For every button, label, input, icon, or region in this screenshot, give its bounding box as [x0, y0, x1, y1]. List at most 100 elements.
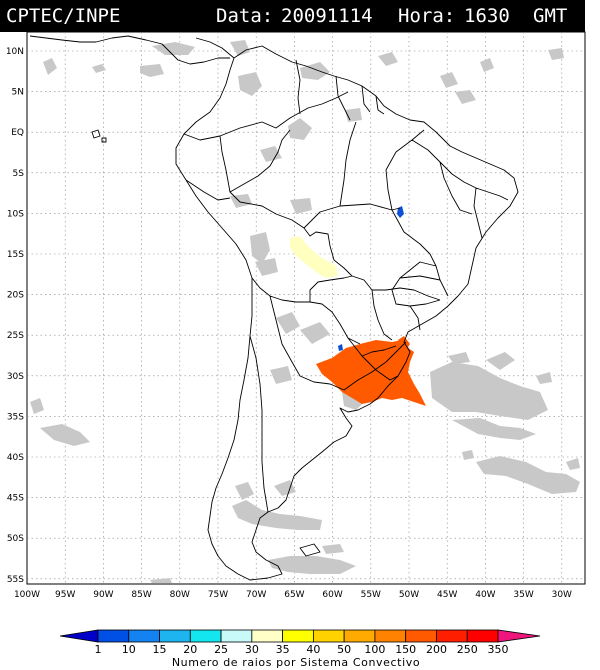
longitude-tick-label: 85W	[131, 590, 151, 600]
cloud-patch	[276, 312, 300, 334]
colorbar-tick-label: 100	[364, 643, 385, 656]
latitude-tick-label: 25S	[7, 331, 24, 341]
colorbar-cell	[466, 629, 499, 643]
latitude-tick-label: 10N	[6, 47, 24, 57]
lightning-map: 10N5NEQ5S10S15S20S25S30S35S40S45S50S55S …	[6, 31, 586, 600]
longitude-tick-label: 60W	[322, 590, 342, 600]
longitude-tick-label: 40W	[475, 590, 495, 600]
colorbar-tick-label: 250	[457, 643, 478, 656]
cloud-patch	[440, 72, 458, 88]
cloud-patch	[300, 322, 330, 344]
agency-label: CPTEC/INPE	[6, 5, 121, 27]
colorbar-cells	[59, 629, 541, 643]
colorbar-cell	[436, 629, 468, 643]
colorbar-tick-label: 150	[395, 643, 416, 656]
hour-value: 1630	[464, 5, 510, 27]
colorbar-cell	[405, 629, 437, 643]
cloud-patch	[430, 362, 548, 420]
colorbar-cell	[251, 629, 284, 643]
colorbar-cell	[159, 629, 191, 643]
cloud-patch	[455, 90, 476, 104]
colorbar-cell	[220, 629, 253, 643]
longitude-tick-label: 70W	[246, 590, 266, 600]
coastline-south-america	[175, 45, 519, 581]
latitude-tick-label: EQ	[11, 128, 24, 138]
latitude-tick-label: 50S	[7, 534, 24, 544]
cloud-patch	[270, 366, 292, 384]
colorbar-cell	[128, 629, 160, 643]
latitude-tick-label: 5S	[13, 169, 25, 179]
cloud-patch	[232, 500, 322, 530]
latitude-labels: 10N 5N EQ 5S 10S 15S 20S 25S 30S 35S 40S 45S 50S 55S	[6, 47, 24, 585]
cloud-patch	[548, 48, 564, 60]
hour-label: Hora:	[398, 5, 456, 27]
latitude-tick-label: 5N	[12, 88, 24, 98]
boundaries-layer	[29, 35, 519, 581]
colorbar-cell	[97, 629, 130, 643]
latitude-tick-label: 30S	[7, 372, 24, 382]
map-header: CPTEC/INPE Data: 20091114 Hora: 1630 GMT	[0, 0, 585, 32]
colorbar-tick-label: 25	[214, 643, 228, 656]
cloud-patch	[250, 232, 270, 264]
cloud-patch	[322, 544, 344, 554]
cloud-patch	[235, 482, 254, 500]
colorbar-cell	[282, 629, 314, 643]
cloud-patch	[290, 198, 312, 214]
galapagos-islands	[91, 129, 107, 143]
colorbar-arrow-high	[497, 629, 541, 643]
latitude-tick-label: 10S	[7, 209, 24, 219]
cloud-patch	[448, 352, 470, 364]
falkland-islands	[299, 543, 321, 557]
date-label: Data:	[216, 5, 274, 27]
colorbar-tick-label: 40	[306, 643, 320, 656]
colorbar-cell	[343, 629, 376, 643]
colorbar-tick-label: 10	[122, 643, 136, 656]
coastline-caribbean	[195, 37, 235, 59]
storm-system-blue	[397, 206, 404, 218]
cloud-patch	[92, 64, 106, 73]
cloud-patch	[480, 58, 494, 72]
longitude-tick-label: 75W	[208, 590, 228, 600]
cloud-cover-layer	[30, 40, 580, 583]
cloud-patch	[230, 40, 250, 56]
colorbar-cell	[312, 629, 345, 643]
longitude-tick-label: 45W	[437, 590, 457, 600]
colorbar-tick-label: 15	[153, 643, 167, 656]
cloud-patch	[150, 578, 172, 583]
storm-system-blue-small	[338, 344, 343, 351]
coastline-central-america	[29, 35, 230, 65]
colorbar-caption: Numero de raios por Sistema Convectivo	[172, 656, 420, 669]
colorbar-tick-labels: 1 10 15 20 25 30 35 40 50 100 150 200 250 350	[95, 643, 509, 656]
map-frame	[26, 31, 586, 585]
latitude-tick-label: 15S	[7, 250, 24, 260]
cloud-patch	[462, 450, 474, 460]
colorbar-tick-label: 20	[183, 643, 197, 656]
cloud-patch	[255, 258, 278, 276]
longitude-tick-label: 30W	[552, 590, 572, 600]
storm-system-light-yellow	[290, 236, 338, 278]
longitude-tick-label: 80W	[170, 590, 190, 600]
cloud-patch	[268, 556, 356, 574]
latitude-tick-label: 45S	[7, 494, 24, 504]
date-value: 20091114	[281, 5, 373, 27]
cloud-patch	[476, 456, 580, 494]
colorbar-tick-label: 50	[337, 643, 351, 656]
colorbar-tick-label: 350	[488, 643, 509, 656]
cloud-patch	[274, 480, 296, 496]
longitude-tick-label: 100W	[14, 590, 40, 600]
longitude-tick-label: 55W	[361, 590, 381, 600]
colorbar-cell	[374, 629, 407, 643]
cloud-patch	[260, 146, 282, 162]
latitude-tick-label: 20S	[7, 291, 24, 301]
longitude-tick-label: 90W	[93, 590, 113, 600]
cloud-patch	[486, 352, 515, 370]
latitude-tick-label: 40S	[7, 453, 24, 463]
country-borders	[183, 59, 509, 513]
colorbar-arrow-low	[59, 629, 99, 643]
colorbar-cell	[189, 629, 222, 643]
cloud-patch	[536, 372, 552, 384]
cloud-patch	[452, 418, 536, 440]
cloud-patch	[30, 398, 44, 414]
longitude-labels: 100W 95W 90W 85W 80W 75W 70W 65W 60W 55W 50W 45W 40W…	[14, 590, 572, 600]
latitude-tick-label: 55S	[7, 575, 24, 585]
